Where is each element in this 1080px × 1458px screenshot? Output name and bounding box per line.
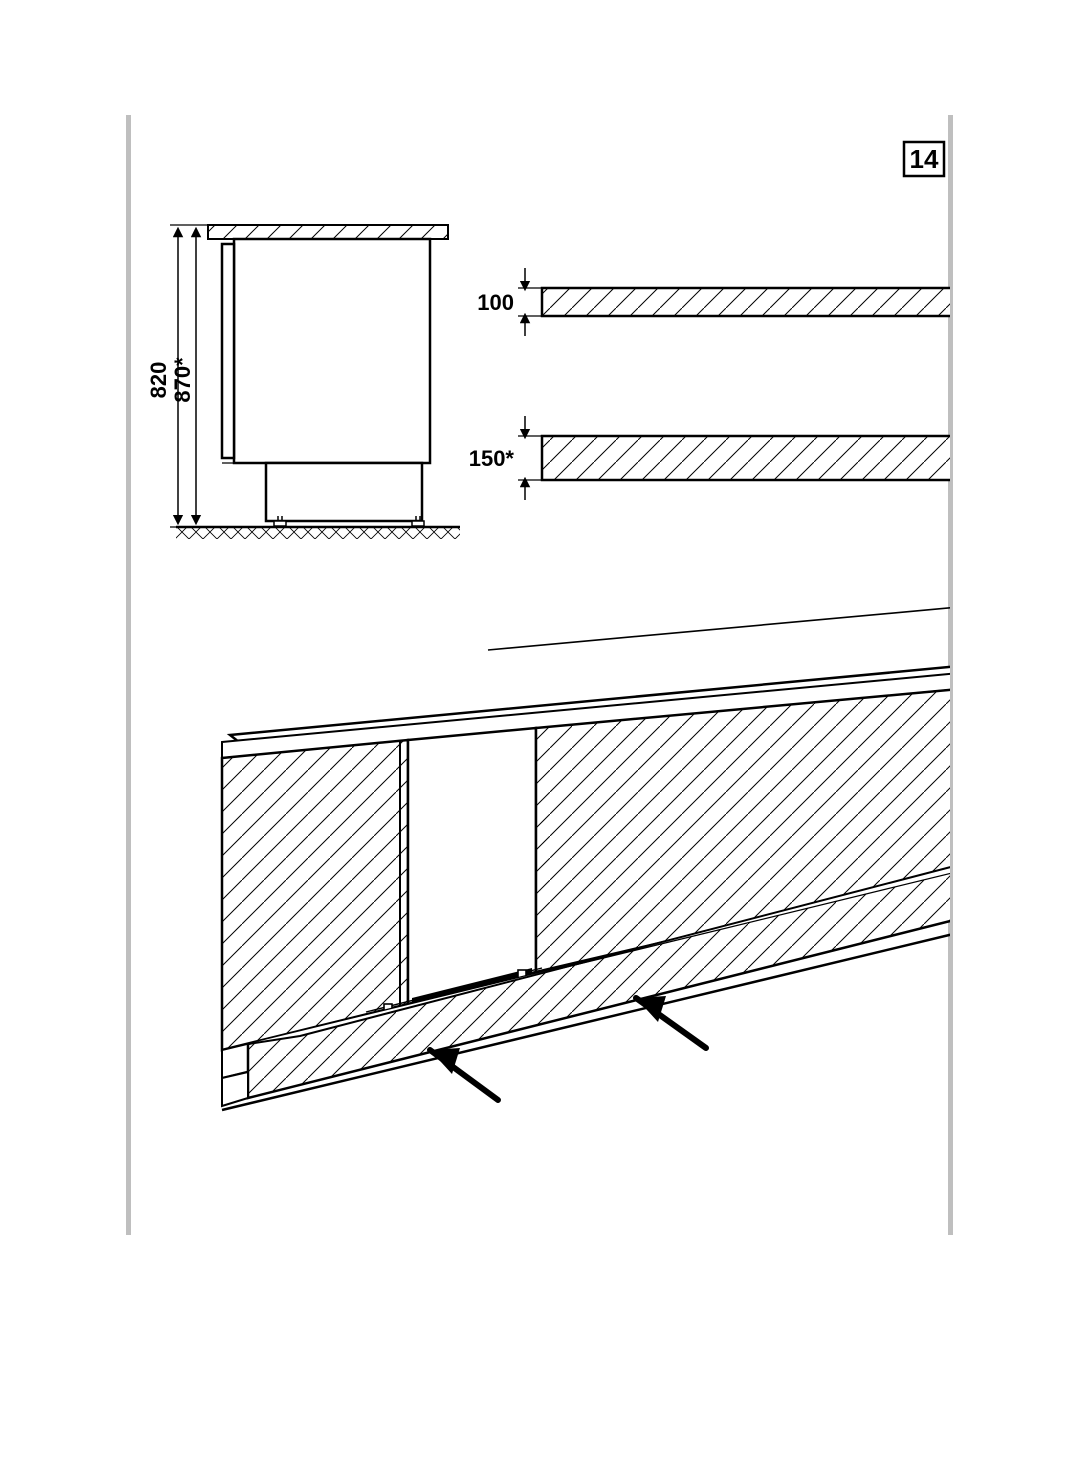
- page-border-left: [126, 115, 131, 1235]
- step-number-box: 14: [904, 142, 944, 176]
- push-arrow-right-icon: [636, 996, 706, 1048]
- installation-diagram-page: 14 820 8: [0, 0, 1080, 1458]
- plinth-label-150: 150*: [469, 446, 515, 471]
- plinth-label-100: 100: [477, 290, 514, 315]
- plinth-height-100: 100: [477, 268, 962, 336]
- side-elevation: 820 870*: [146, 225, 460, 539]
- height-label-inner: 870*: [170, 357, 195, 403]
- push-arrow-left-icon: [430, 1048, 498, 1100]
- isometric-view: [222, 606, 970, 1110]
- step-number: 14: [910, 144, 939, 174]
- height-label-outer: 820: [146, 362, 171, 399]
- diagram-svg: 14 820 8: [0, 0, 1080, 1458]
- plinth-height-150: 150*: [469, 416, 962, 500]
